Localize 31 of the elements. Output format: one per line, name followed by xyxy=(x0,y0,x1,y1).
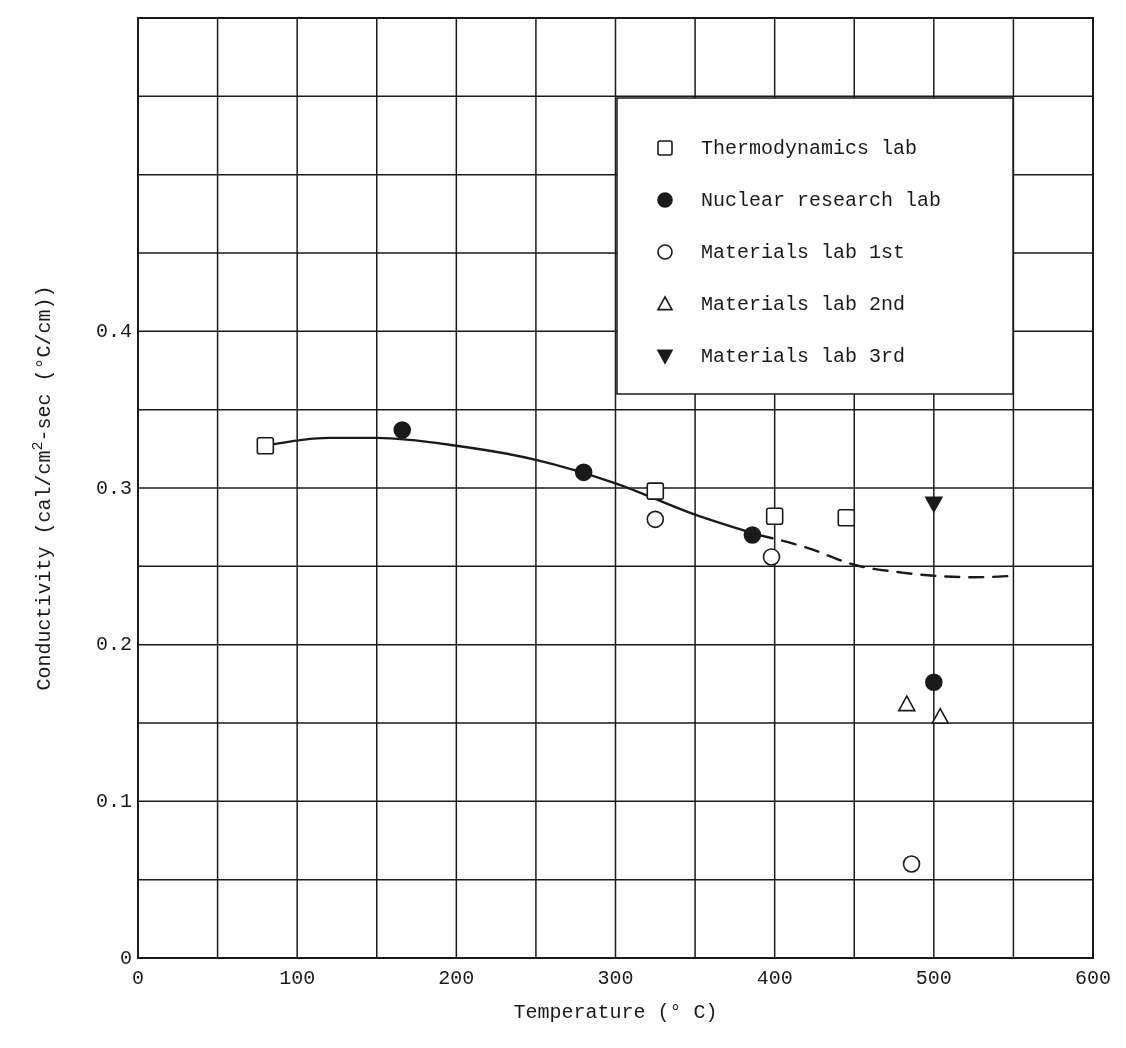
point xyxy=(902,855,921,873)
x-tick-label: 200 xyxy=(438,967,475,990)
point xyxy=(256,436,275,455)
point xyxy=(743,526,762,544)
x-tick-label: 400 xyxy=(756,967,793,990)
point xyxy=(646,510,665,529)
y-tick-label: 0.4 xyxy=(95,319,132,343)
point xyxy=(925,496,943,513)
x-tick-label: 100 xyxy=(279,967,316,990)
legend-label: Materials lab 2nd xyxy=(701,292,906,316)
legend-label: Materials lab 1st xyxy=(701,240,906,264)
x-tick-label: 500 xyxy=(915,967,952,990)
legend-label: Nuclear research lab xyxy=(701,188,942,212)
x-axis-title: Temperature (° C) xyxy=(513,1001,718,1024)
x-tick-label: 300 xyxy=(597,967,634,990)
point xyxy=(897,695,916,712)
y-tick-label: 0.3 xyxy=(95,476,132,500)
point xyxy=(765,507,784,525)
point xyxy=(393,421,412,439)
legend-label: Materials lab 3rd xyxy=(701,344,906,368)
point xyxy=(574,463,593,482)
y-tick-label: 0.2 xyxy=(95,633,132,657)
point xyxy=(925,673,943,692)
x-tick-label: 600 xyxy=(1074,967,1112,990)
point xyxy=(931,707,949,724)
y-tick-label: 0.1 xyxy=(95,789,132,813)
legend-label: Thermodynamics lab xyxy=(701,136,918,160)
point xyxy=(646,482,665,500)
point xyxy=(762,548,781,566)
point xyxy=(837,508,856,527)
y-tick-label: 0 xyxy=(119,946,132,970)
